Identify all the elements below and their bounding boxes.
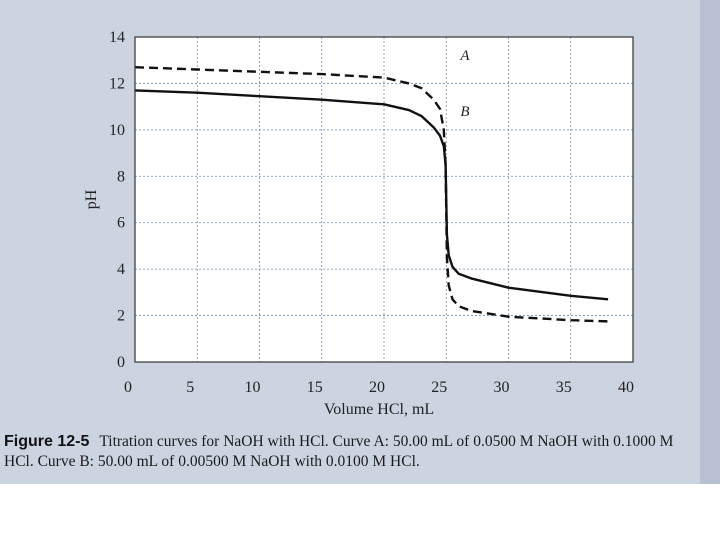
curve-label: A [459,48,470,64]
x-tick-label: 35 [556,379,572,396]
curve-label: B [460,104,469,120]
x-tick-label: 40 [618,379,634,396]
x-tick-label: 5 [186,379,194,396]
x-tick-label: 10 [245,379,261,396]
y-tick-label: 4 [117,261,125,278]
page-edge [700,0,720,484]
curve-labels: AB [459,48,470,120]
series-line-B [134,89,609,301]
figure-label: Figure 12-5 [4,433,90,450]
y-tick-label: 6 [117,215,125,232]
figure-caption: Figure 12-5 Titration curves for NaOH wit… [4,432,704,472]
x-tick-label: 20 [369,379,385,396]
y-tick-label: 2 [117,308,125,325]
y-tick-labels: 0 2 4 6 8 10 12 14 [109,29,125,371]
y-tick-label: 14 [109,29,125,46]
plot-frame [134,36,634,363]
y-axis-title: pH [83,189,100,209]
x-tick-label: 0 [124,379,132,396]
y-tick-label: 8 [117,168,125,185]
x-tick-label: 15 [307,379,323,396]
series-line-A [134,66,609,323]
series-layer [134,66,609,323]
y-tick-label: 12 [109,75,125,92]
x-axis-title: Volume HCl, mL [324,401,434,418]
x-tick-label: 30 [494,379,510,396]
plot-area [135,37,633,362]
x-tick-label: 25 [431,379,447,396]
y-tick-label: 0 [117,354,125,371]
x-tick-labels: 0 5 10 15 20 25 30 35 40 [124,379,634,396]
caption-text: Titration curves for NaOH with HCl. Curv… [4,433,674,470]
y-tick-label: 10 [109,122,125,139]
